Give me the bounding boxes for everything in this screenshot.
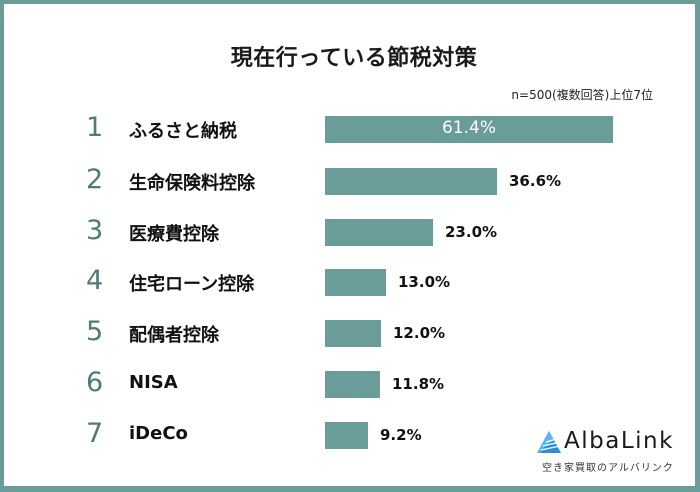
chart-title: 現在行っている節税対策 [230, 46, 478, 71]
rank-number: 2 [86, 164, 104, 195]
bar-row: 1 ふるさと納税 61.4% [4, 112, 700, 144]
value-label: 61.4% [441, 118, 496, 138]
category-label: ふるさと納税 [129, 121, 237, 142]
albalink-logo: AlbaLink 空き家買取のアルバリンク [534, 428, 684, 478]
sample-note: n=500(複数回答)上位7位 [511, 88, 653, 102]
rank-number: 5 [86, 316, 104, 347]
bar-row: 5 配偶者控除 12.0% [4, 316, 700, 348]
bar [325, 269, 386, 296]
logo-wordmark: AlbaLink [564, 428, 674, 454]
category-label: 配偶者控除 [129, 325, 219, 346]
value-label: 9.2% [380, 426, 422, 444]
rank-number: 1 [86, 112, 104, 143]
bar-row: 2 生命保険料控除 36.6% [4, 164, 700, 196]
value-label: 12.0% [393, 324, 446, 342]
bar-row: 3 医療費控除 23.0% [4, 215, 700, 247]
value-label: 11.8% [392, 375, 445, 393]
rank-number: 6 [86, 367, 104, 398]
category-label: 生命保険料控除 [129, 173, 255, 194]
bar-row: 6 NISA 11.8% [4, 367, 700, 399]
triangle-logo-icon [537, 431, 561, 453]
rank-number: 4 [86, 265, 104, 296]
rank-number: 3 [86, 215, 104, 246]
bar-row: 7 iDeCo 9.2% [4, 418, 700, 450]
rank-number: 7 [86, 418, 104, 449]
logo-tagline: 空き家買取のアルバリンク [542, 463, 674, 474]
category-label: 住宅ローン控除 [129, 274, 255, 295]
value-label: 13.0% [398, 273, 451, 291]
category-label: iDeCo [129, 423, 188, 444]
bar [325, 371, 380, 398]
bar [325, 168, 497, 195]
bar [325, 116, 613, 143]
bar [325, 422, 368, 449]
value-label: 23.0% [445, 223, 498, 241]
bar [325, 219, 433, 246]
bar-row: 4 住宅ローン控除 13.0% [4, 265, 700, 297]
bar [325, 320, 381, 347]
category-label: NISA [129, 372, 178, 393]
category-label: 医療費控除 [129, 224, 219, 245]
value-label: 36.6% [509, 172, 562, 190]
